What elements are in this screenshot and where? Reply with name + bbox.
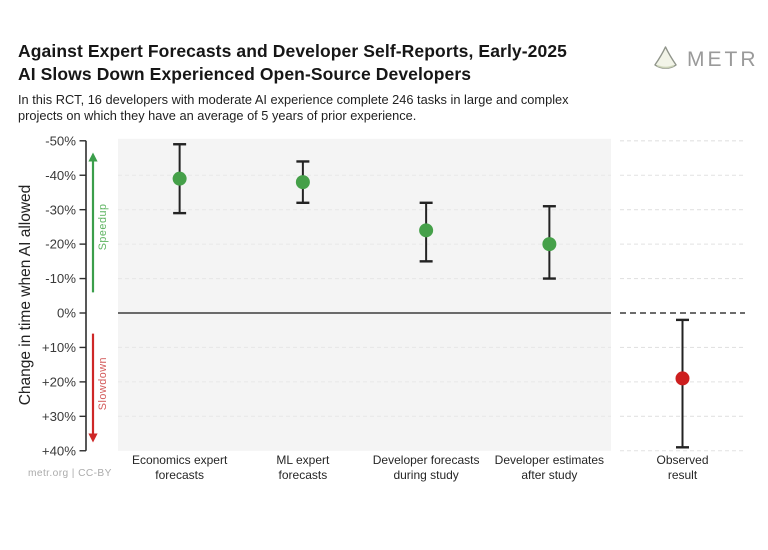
x-category-label: result: [668, 468, 698, 482]
page-title: Against Expert Forecasts and Developer S…: [18, 40, 567, 86]
x-category-label: Developer forecasts: [373, 453, 480, 467]
subtitle-line-1: In this RCT, 16 developers with moderate…: [18, 92, 569, 107]
attribution: metr.org | CC-BY: [28, 468, 112, 479]
slowdown-label: Slowdown: [97, 357, 109, 410]
speedup-label: Speedup: [97, 204, 109, 251]
x-category-label: Observed: [656, 453, 708, 467]
x-category-label: Developer estimates: [495, 453, 604, 467]
metr-shell-icon: [652, 44, 679, 76]
metr-logo-text: METR: [687, 48, 759, 71]
y-axis-title: Change in time when AI allowed: [17, 185, 34, 406]
figure-subtitle: In this RCT, 16 developers with moderate…: [18, 92, 569, 123]
title-line-1: Against Expert Forecasts and Developer S…: [18, 41, 567, 61]
x-category-label: after study: [521, 468, 577, 482]
y-tick-label: -20%: [45, 237, 76, 252]
y-tick-label: 0%: [57, 306, 76, 321]
x-category-label: Economics expert: [132, 453, 228, 467]
x-category-label: forecasts: [155, 468, 204, 482]
x-category-label: ML expert: [276, 453, 330, 467]
y-tick-label: +30%: [42, 409, 76, 424]
data-point: [295, 175, 310, 190]
y-tick-label: +10%: [42, 340, 76, 355]
y-tick-label: -10%: [45, 271, 76, 286]
data-point: [675, 371, 690, 386]
x-category-label: during study: [393, 468, 458, 482]
data-point: [172, 171, 187, 186]
chart-canvas: -50% -40% -30% -20% -10% 0% +10% +20% +30% +40% Ch…: [17, 133, 745, 482]
y-tick-label: -30%: [45, 202, 76, 217]
data-point: [419, 223, 434, 238]
y-tick-label: +20%: [42, 374, 76, 389]
y-tick-label: +40%: [42, 443, 76, 458]
metr-logo: METR: [652, 44, 759, 76]
y-tick-label: -40%: [45, 168, 76, 183]
x-category-label: forecasts: [279, 468, 328, 482]
facet-background-forecasts: [118, 138, 611, 451]
title-line-2: AI Slows Down Experienced Open-Source De…: [18, 64, 472, 84]
y-tick-label: -50%: [45, 133, 76, 148]
slowdown-arrowhead-icon: [88, 433, 98, 443]
data-point: [542, 237, 557, 252]
subtitle-line-2: projects on which they have an average o…: [18, 107, 417, 123]
speedup-arrowhead-icon: [88, 152, 98, 162]
